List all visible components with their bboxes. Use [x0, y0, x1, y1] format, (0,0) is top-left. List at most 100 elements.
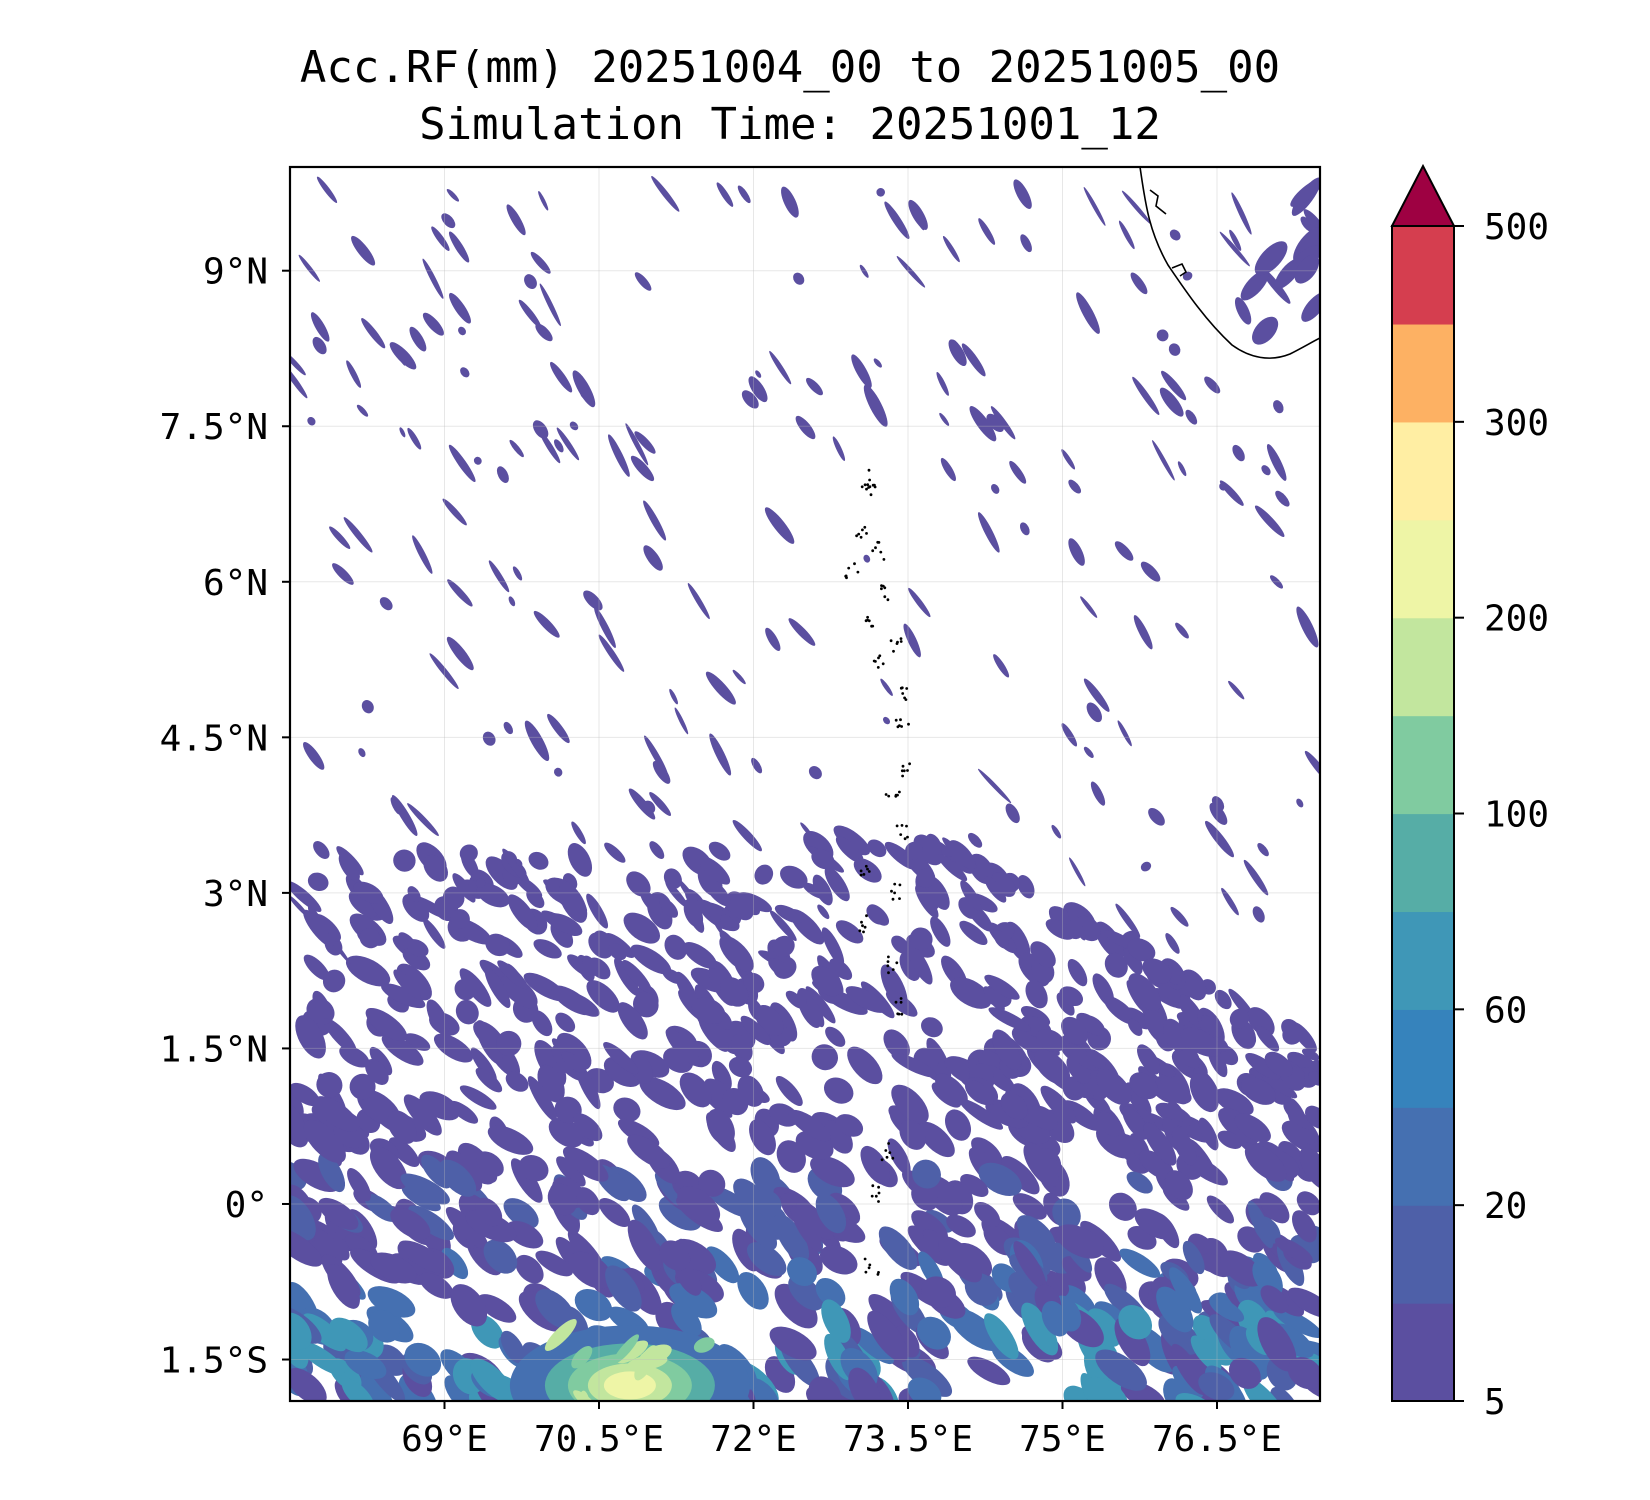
rain-cell	[370, 1252, 417, 1284]
rain-streak	[399, 427, 406, 438]
rain-streak	[1076, 292, 1100, 334]
rain-cell	[845, 986, 887, 1013]
rain-streak	[554, 767, 563, 777]
rain-cell	[555, 1012, 576, 1033]
rain-streak	[732, 669, 746, 685]
lat-tick-label: 4.5°N	[160, 718, 268, 759]
rain-cell	[303, 1119, 346, 1163]
rain-streak	[1061, 723, 1078, 747]
rain-streak	[817, 904, 830, 920]
rain-cell	[500, 1330, 526, 1364]
atoll-dot	[877, 1185, 880, 1189]
rain-streak	[1005, 803, 1020, 824]
rain-streak	[991, 483, 1000, 494]
rain-cell	[1036, 1029, 1065, 1052]
atoll-dot	[895, 824, 899, 828]
rain-streak	[755, 370, 762, 378]
rain-cell	[568, 1251, 613, 1289]
rain-cell	[983, 986, 1005, 1012]
rain-cell	[698, 1016, 729, 1052]
rain-cell	[1156, 1286, 1194, 1333]
rain-cell	[556, 1156, 586, 1187]
rain-streak	[674, 707, 689, 735]
rain-cell	[811, 1044, 839, 1071]
atoll-dot	[891, 1156, 895, 1160]
rain-streak	[1068, 479, 1082, 494]
rain-cell	[1270, 1386, 1301, 1401]
rain-streak	[583, 590, 603, 611]
rain-cell	[1198, 1372, 1235, 1401]
rain-streak	[608, 434, 630, 477]
rain-cell	[614, 957, 640, 996]
rain-cell	[907, 1377, 942, 1401]
maldives-atolls	[844, 468, 911, 1276]
rain-cell	[1242, 1377, 1287, 1401]
rain-cell	[369, 1146, 408, 1190]
rain-streak	[968, 832, 983, 848]
atoll-dot	[886, 964, 890, 968]
rain-cell	[1165, 1170, 1193, 1201]
rain-streak	[876, 188, 886, 197]
rain-streak	[460, 367, 470, 378]
rain-streak	[407, 427, 422, 450]
rain-cell	[1171, 1126, 1197, 1166]
rain-cell	[1129, 1072, 1159, 1100]
rain-streak	[475, 878, 486, 889]
atoll-dot	[879, 550, 883, 554]
rain-streak	[1290, 178, 1320, 207]
atoll-dot	[845, 576, 848, 580]
rain-cell	[605, 1265, 642, 1312]
atoll-dot	[863, 925, 867, 929]
rain-cell	[1308, 1071, 1320, 1086]
rain-streak	[851, 354, 872, 389]
rain-streak	[310, 312, 330, 342]
atoll-dot	[847, 566, 851, 570]
atoll-dot	[893, 882, 897, 886]
rain-cell	[406, 939, 429, 957]
rain-cell	[705, 1246, 740, 1284]
rain-streak	[1232, 444, 1245, 462]
rain-streak	[509, 439, 524, 458]
rain-cell	[313, 841, 330, 859]
atoll-dot	[867, 468, 871, 472]
lat-tick-label: 7.5°N	[160, 407, 268, 448]
rain-streak	[490, 885, 502, 903]
rain-cell	[455, 999, 479, 1025]
rain-streak	[1254, 241, 1288, 276]
rain-streak	[1234, 297, 1252, 325]
rain-cell	[1059, 986, 1084, 1007]
rain-cell	[746, 1242, 787, 1277]
rain-cell	[1214, 1088, 1254, 1116]
rain-cell	[671, 1302, 702, 1337]
colorbar-segment	[1392, 519, 1454, 619]
rain-streak	[832, 436, 846, 461]
rain-streak	[1140, 561, 1161, 582]
colorbar-tick-label: 20	[1484, 1186, 1527, 1227]
rain-cell	[623, 912, 661, 944]
rain-streak	[769, 350, 792, 385]
rain-cell	[730, 1034, 753, 1062]
rain-streak	[769, 910, 797, 942]
rain-streak	[908, 587, 931, 618]
atoll-dot	[880, 587, 883, 591]
atoll-dot	[876, 540, 880, 544]
lat-tick-label: 1.5°S	[160, 1341, 268, 1382]
rain-streak	[316, 176, 338, 204]
rain-cell	[307, 872, 329, 892]
rain-streak	[530, 251, 551, 274]
sri-lanka-inlet	[1171, 262, 1188, 277]
rain-cell	[790, 1206, 822, 1252]
rain-streak	[716, 182, 734, 207]
rain-streak	[290, 363, 308, 399]
rain-cell	[475, 1197, 503, 1227]
atoll-dot	[868, 478, 871, 482]
rain-cell	[582, 955, 599, 976]
rain-streak	[594, 606, 616, 648]
atoll-dot	[886, 598, 890, 602]
rain-cell	[290, 1228, 323, 1267]
atoll-dot	[892, 649, 895, 653]
rain-streak	[873, 358, 882, 368]
rain-cell	[547, 1183, 578, 1216]
rain-streak	[524, 274, 537, 290]
atoll-dot	[899, 637, 903, 640]
